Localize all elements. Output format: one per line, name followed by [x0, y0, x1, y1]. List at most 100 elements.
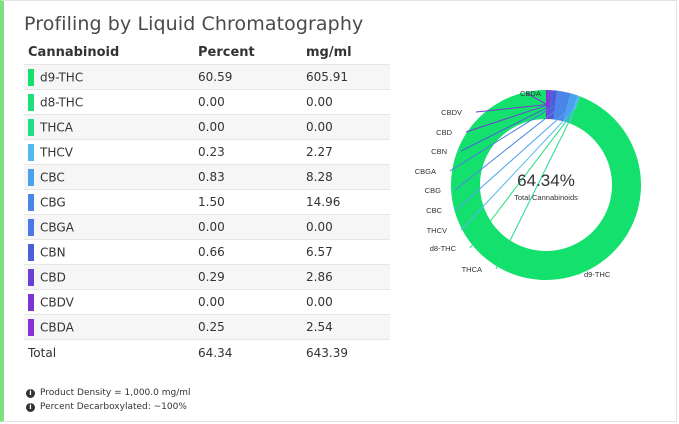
- donut-slice-d9-thc[interactable]: [451, 90, 641, 280]
- color-chip: [28, 268, 34, 286]
- density-note: i Product Density = 1,000.0 mg/ml: [26, 386, 191, 400]
- cannabinoid-cell: d9-THC: [24, 64, 194, 90]
- mgml-cell: 8.28: [302, 164, 390, 190]
- leader-line-cbc: [455, 107, 571, 211]
- color-chip: [28, 93, 34, 111]
- cannabinoid-cell: d8-THC: [24, 89, 194, 115]
- table-row: THCA 0.00 0.00: [24, 114, 390, 140]
- cannabinoid-cell: CBC: [24, 164, 194, 190]
- cannabinoid-name: d8-THC: [40, 95, 84, 109]
- slice-label: CBD: [436, 128, 452, 137]
- color-chip: [28, 218, 34, 236]
- mgml-cell: 14.96: [302, 189, 390, 215]
- cannabinoid-name: THCV: [40, 145, 73, 159]
- cannabinoid-cell: THCA: [24, 114, 194, 140]
- slice-label: d9-THC: [584, 270, 611, 279]
- cannabinoid-cell: CBDV: [24, 289, 194, 315]
- density-text: Product Density = 1,000.0 mg/ml: [40, 388, 191, 398]
- cannabinoid-cell: CBGA: [24, 214, 194, 240]
- leader-line-cbg: [454, 105, 562, 191]
- notes: i Product Density = 1,000.0 mg/ml i Perc…: [26, 386, 191, 414]
- color-chip: [28, 118, 34, 136]
- cannabinoid-name: CBC: [40, 170, 65, 184]
- leader-line-cbdv: [475, 104, 549, 113]
- mgml-cell: 0.00: [302, 214, 390, 240]
- cannabinoid-cell: CBD: [24, 264, 194, 290]
- info-icon: i: [26, 402, 35, 412]
- header-mgml: mg/ml: [302, 41, 390, 65]
- cannabinoid-name: CBDA: [40, 320, 74, 334]
- leader-line-cbn: [460, 104, 554, 152]
- info-icon: i: [26, 388, 35, 398]
- donut-slice-cbd[interactable]: [547, 90, 552, 120]
- cannabinoid-cell: CBDA: [24, 314, 194, 340]
- percent-cell: 1.50: [194, 189, 302, 215]
- donut-slice-cbg[interactable]: [553, 90, 571, 122]
- cannabinoid-name: CBN: [40, 245, 66, 259]
- total-row: Total 64.34 643.39: [24, 339, 390, 365]
- color-chip: [28, 318, 34, 336]
- cannabinoid-name: CBD: [40, 270, 66, 284]
- percent-cell: 0.83: [194, 164, 302, 190]
- percent-cell: 0.23: [194, 139, 302, 165]
- table-row: d8-THC 0.00 0.00: [24, 89, 390, 115]
- color-chip: [28, 168, 34, 186]
- table-row: d9-THC 60.59 605.91: [24, 64, 390, 90]
- table-row: THCV 0.23 2.27: [24, 139, 390, 165]
- header-cannabinoid: Cannabinoid: [24, 41, 194, 65]
- color-chip: [28, 68, 34, 86]
- slice-label: CBGA: [415, 167, 436, 176]
- decarb-note: i Percent Decarboxylated: ~100%: [26, 400, 191, 414]
- mgml-cell: 0.00: [302, 114, 390, 140]
- table-row: CBC 0.83 8.28: [24, 164, 390, 190]
- color-chip: [28, 193, 34, 211]
- header-percent: Percent: [194, 41, 302, 65]
- slice-label: THCV: [427, 226, 447, 235]
- percent-cell: 0.00: [194, 289, 302, 315]
- cannabinoid-cell: CBG: [24, 189, 194, 215]
- slice-label: CBN: [431, 147, 447, 156]
- table-row: CBD 0.29 2.86: [24, 264, 390, 290]
- leader-line-thca: [495, 109, 576, 270]
- donut-slice-cbn[interactable]: [549, 90, 558, 120]
- leader-line-cbd: [465, 104, 550, 133]
- leader-line-cbga: [449, 104, 556, 172]
- color-chip: [28, 293, 34, 311]
- mgml-cell: 605.91: [302, 64, 390, 90]
- percent-cell: 0.00: [194, 114, 302, 140]
- percent-cell: 0.66: [194, 239, 302, 265]
- cannabinoid-name: CBDV: [40, 295, 74, 309]
- leader-line-thcv: [460, 109, 575, 231]
- percent-cell: 0.00: [194, 214, 302, 240]
- slice-label: CBDA: [520, 89, 541, 98]
- decarb-text: Percent Decarboxylated: ~100%: [40, 402, 187, 412]
- mgml-cell: 2.86: [302, 264, 390, 290]
- cannabinoid-donut-chart: d9-THC d8-THC THCA THCV CBC CBG CBGA CBN CBD CBDV…: [415, 89, 641, 280]
- slice-label: THCA: [462, 265, 482, 274]
- cannabinoid-name: CBG: [40, 195, 66, 209]
- total-label: Total: [24, 339, 194, 365]
- slice-label: d8-THC: [430, 244, 457, 253]
- cannabinoid-name: CBGA: [40, 220, 74, 234]
- center-label: Total Cannabinoids: [514, 193, 578, 202]
- table-row: CBDA 0.25 2.54: [24, 314, 390, 340]
- percent-cell: 0.25: [194, 314, 302, 340]
- leader-line-d9-thc: [531, 263, 581, 275]
- center-value: 64.34%: [517, 171, 575, 190]
- slice-label: CBDV: [441, 108, 462, 117]
- cannabinoid-table: Cannabinoid Percent mg/ml d9-THC 60.59 605…: [24, 41, 390, 365]
- table-row: CBN 0.66 6.57: [24, 239, 390, 265]
- percent-cell: 0.00: [194, 89, 302, 115]
- table-row: CBGA 0.00 0.00: [24, 214, 390, 240]
- cannabinoid-cell: THCV: [24, 139, 194, 165]
- color-chip: [28, 143, 34, 161]
- total-mgml: 643.39: [302, 339, 390, 365]
- percent-cell: 0.29: [194, 264, 302, 290]
- percent-cell: 60.59: [194, 64, 302, 90]
- donut-slice-cbc[interactable]: [563, 93, 579, 123]
- card-title: Profiling by Liquid Chromatography: [24, 13, 364, 35]
- cannabinoid-cell: CBN: [24, 239, 194, 265]
- mgml-cell: 2.54: [302, 314, 390, 340]
- total-percent: 64.34: [194, 339, 302, 365]
